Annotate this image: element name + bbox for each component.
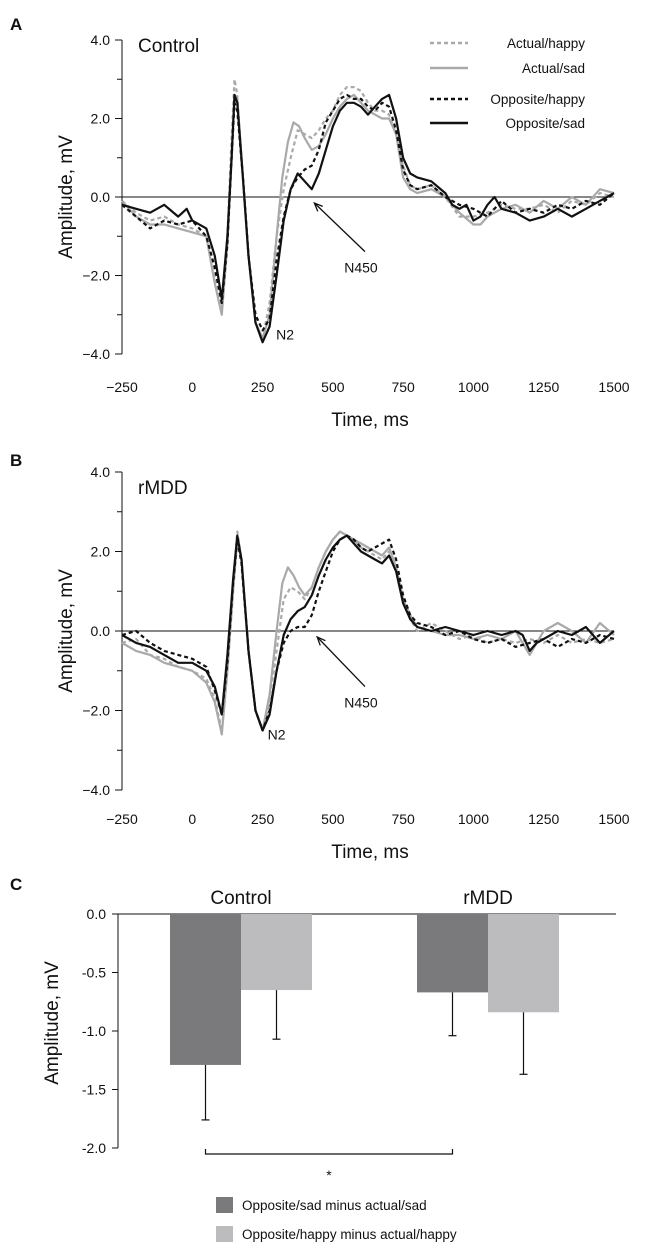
panel-b-x-axis-title: Time, ms bbox=[331, 842, 408, 863]
panel-a-group-label: Control bbox=[138, 36, 199, 57]
panel-b-y-tick-label: −4.0 bbox=[82, 782, 110, 798]
panel-b-x-tick-label: 750 bbox=[391, 811, 415, 827]
panel-a-x-tick-label: −250 bbox=[106, 379, 138, 395]
panel-c-category-label: rMDD bbox=[463, 888, 513, 909]
panel-a-legend-label: Actual/happy bbox=[507, 36, 585, 51]
panel-a-x-tick-label: 500 bbox=[321, 379, 345, 395]
panel-b-y-tick-label: 0.0 bbox=[91, 623, 111, 639]
panel-c-y-tick-label: -1.0 bbox=[82, 1023, 106, 1039]
panel-a-annotations: N450 N2 bbox=[276, 201, 378, 342]
panel-b-annotations: N450 N2 bbox=[268, 635, 378, 742]
panel-letter-a: A bbox=[10, 15, 22, 34]
panel-c-plot: 0.0 -0.5 -1.0 -1.5 -2.0 Control rMDD * bbox=[82, 888, 616, 1183]
panel-b-series bbox=[121, 530, 615, 736]
panel-c-y-tick-label: -2.0 bbox=[82, 1140, 106, 1156]
panel-b-axes: 4.0 2.0 0.0 −2.0 −4.0 −250 0 250 500 750 1000 1250 1… bbox=[82, 464, 629, 827]
panel-a-series-opposite-sad bbox=[121, 93, 615, 344]
panel-c-y-axis-title: Amplitude, mV bbox=[42, 961, 63, 1085]
panel-b-x-tick-label: −250 bbox=[106, 811, 138, 827]
panel-a-annotation-n450: N450 bbox=[344, 260, 378, 276]
panel-b-x-tick-label: 1250 bbox=[528, 811, 559, 827]
panel-a-series bbox=[121, 78, 615, 344]
panel-a-x-tick-label: 1250 bbox=[528, 379, 559, 395]
panel-c-legend: Opposite/sad minus actual/sad Opposite/ha… bbox=[216, 1197, 457, 1242]
panel-a-x-tick-label: 1500 bbox=[598, 379, 629, 395]
panel-c-y-tick-label: -1.5 bbox=[82, 1082, 106, 1098]
panel-b-y-tick-label: −2.0 bbox=[82, 703, 110, 719]
panel-b: B rMDD 4.0 2.0 0.0 −2.0 −4.0 −250 0 250 500 750 10… bbox=[10, 451, 630, 863]
panel-b-x-tick-label: 1500 bbox=[598, 811, 629, 827]
panel-a-y-tick-label: −2.0 bbox=[82, 268, 110, 284]
panel-b-y-tick-label: 2.0 bbox=[91, 544, 111, 560]
panel-b-x-tick-label: 0 bbox=[188, 811, 196, 827]
panel-c-bar bbox=[241, 914, 312, 991]
panel-a-axes: 4.0 2.0 0.0 −2.0 −4.0 −250 0 250 500 750 1000 1250 1… bbox=[82, 32, 629, 395]
panel-a-y-tick-label: 2.0 bbox=[91, 111, 111, 127]
panel-c-significance-bracket bbox=[204, 1149, 454, 1155]
panel-letter-c: C bbox=[10, 875, 22, 894]
panel-b-series-opposite-sad bbox=[121, 534, 615, 732]
panel-b-y-axis-title: Amplitude, mV bbox=[56, 569, 77, 693]
panel-a-y-tick-label: 4.0 bbox=[91, 32, 111, 48]
panel-b-x-tick-label: 1000 bbox=[458, 811, 489, 827]
panel-c-legend-swatch bbox=[216, 1197, 233, 1213]
panel-a-y-axis-title: Amplitude, mV bbox=[56, 135, 77, 259]
panel-c-legend-swatch bbox=[216, 1226, 233, 1242]
panel-a-x-tick-label: 750 bbox=[391, 379, 415, 395]
panel-c-bar bbox=[417, 914, 488, 993]
panel-a-series-actual-happy bbox=[121, 78, 615, 340]
panel-a-n450-arrow-head bbox=[313, 201, 323, 212]
panel-a-x-tick-label: 1000 bbox=[458, 379, 489, 395]
panel-c-legend-label: Opposite/sad minus actual/sad bbox=[242, 1198, 427, 1213]
panel-b-x-tick-label: 250 bbox=[251, 811, 275, 827]
panel-a-legend-label: Opposite/happy bbox=[490, 92, 585, 107]
panel-b-y-tick-label: 4.0 bbox=[91, 464, 111, 480]
panel-b-n450-arrow-head bbox=[316, 635, 326, 646]
panel-a-legend: Actual/happy Actual/sad Opposite/happy Oppo… bbox=[430, 36, 585, 131]
panel-a-legend-label: Actual/sad bbox=[522, 61, 585, 76]
panel-c-y-tick-label: 0.0 bbox=[87, 906, 107, 922]
panel-a-x-tick-label: 250 bbox=[251, 379, 275, 395]
panel-b-annotation-n450: N450 bbox=[344, 695, 378, 711]
panel-a-x-axis-title: Time, ms bbox=[331, 410, 408, 431]
panel-c-significance-marker: * bbox=[326, 1167, 332, 1183]
panel-b-x-tick-label: 500 bbox=[321, 811, 345, 827]
panel-c-bar bbox=[488, 914, 559, 1013]
panel-a-annotation-n2: N2 bbox=[276, 326, 294, 342]
panel-b-annotation-n2: N2 bbox=[268, 726, 286, 742]
panel-b-n450-arrow-line bbox=[316, 636, 366, 688]
panel-a: A Control 4.0 2.0 0.0 −2.0 −4.0 −250 0 250 500 75… bbox=[10, 15, 630, 431]
panel-c-category-label: Control bbox=[210, 888, 271, 909]
panel-a-y-tick-label: 0.0 bbox=[91, 189, 111, 205]
panel-c-y-tick-label: -0.5 bbox=[82, 965, 106, 981]
panel-letter-b: B bbox=[10, 451, 22, 470]
panel-c-legend-label: Opposite/happy minus actual/happy bbox=[242, 1227, 457, 1242]
panel-a-x-tick-label: 0 bbox=[188, 379, 196, 395]
panel-a-n450-arrow-line bbox=[313, 202, 366, 253]
panel-a-y-tick-label: −4.0 bbox=[82, 346, 110, 362]
panel-b-group-label: rMDD bbox=[138, 478, 188, 499]
panel-c: C 0.0 -0.5 -1.0 -1.5 -2.0 Control rMDD * Opposi… bbox=[10, 875, 616, 1242]
panel-a-legend-label: Opposite/sad bbox=[505, 116, 585, 131]
panel-c-bar bbox=[170, 914, 241, 1065]
